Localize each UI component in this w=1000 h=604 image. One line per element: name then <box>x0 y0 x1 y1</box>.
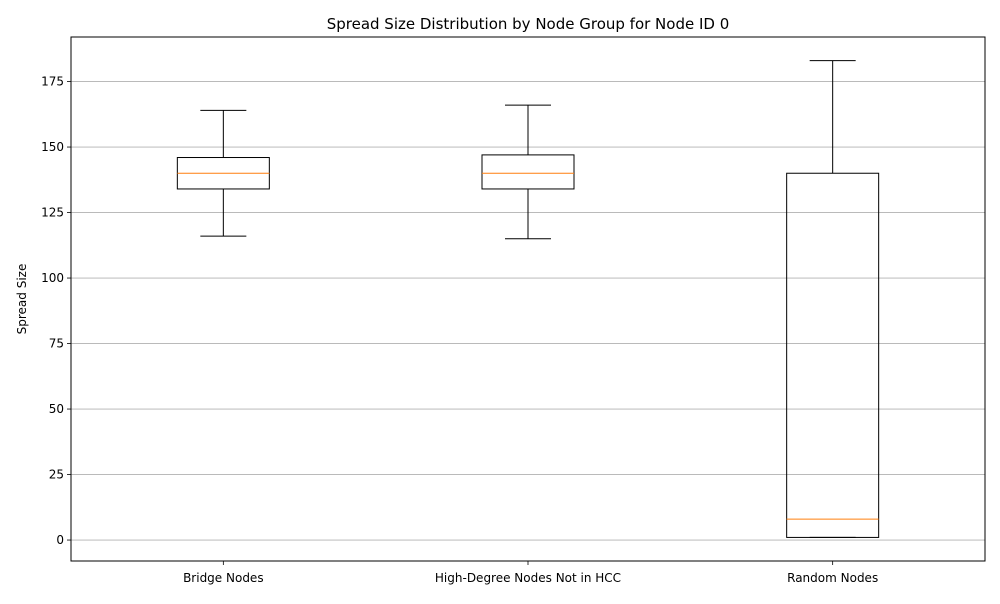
y-tick-label: 150 <box>41 140 64 154</box>
y-tick-label: 0 <box>56 533 64 547</box>
x-tick-label: High-Degree Nodes Not in HCC <box>435 571 621 585</box>
box-group <box>481 104 575 240</box>
box-group <box>786 60 880 538</box>
y-tick-label: 175 <box>41 75 64 89</box>
chart-title: Spread Size Distribution by Node Group f… <box>327 15 730 33</box>
y-tick-label: 125 <box>41 206 64 220</box>
x-tick-label: Random Nodes <box>787 571 878 585</box>
box-iqr <box>786 172 880 538</box>
y-tick-label: 25 <box>49 468 64 482</box>
x-axis-ticks: Bridge Nodes High-Degree Nodes Not in HCC… <box>183 561 878 585</box>
y-tick-label: 100 <box>41 271 64 285</box>
box-layer <box>176 60 880 538</box>
y-axis-ticks: 0 25 50 75 100 125 150 175 <box>41 75 71 547</box>
y-tick-label: 50 <box>49 402 64 416</box>
box-group <box>176 109 270 237</box>
x-tick-label: Bridge Nodes <box>183 571 264 585</box>
y-tick-label: 75 <box>49 337 64 351</box>
box-iqr <box>481 154 575 190</box>
y-axis-label: Spread Size <box>15 264 29 335</box>
